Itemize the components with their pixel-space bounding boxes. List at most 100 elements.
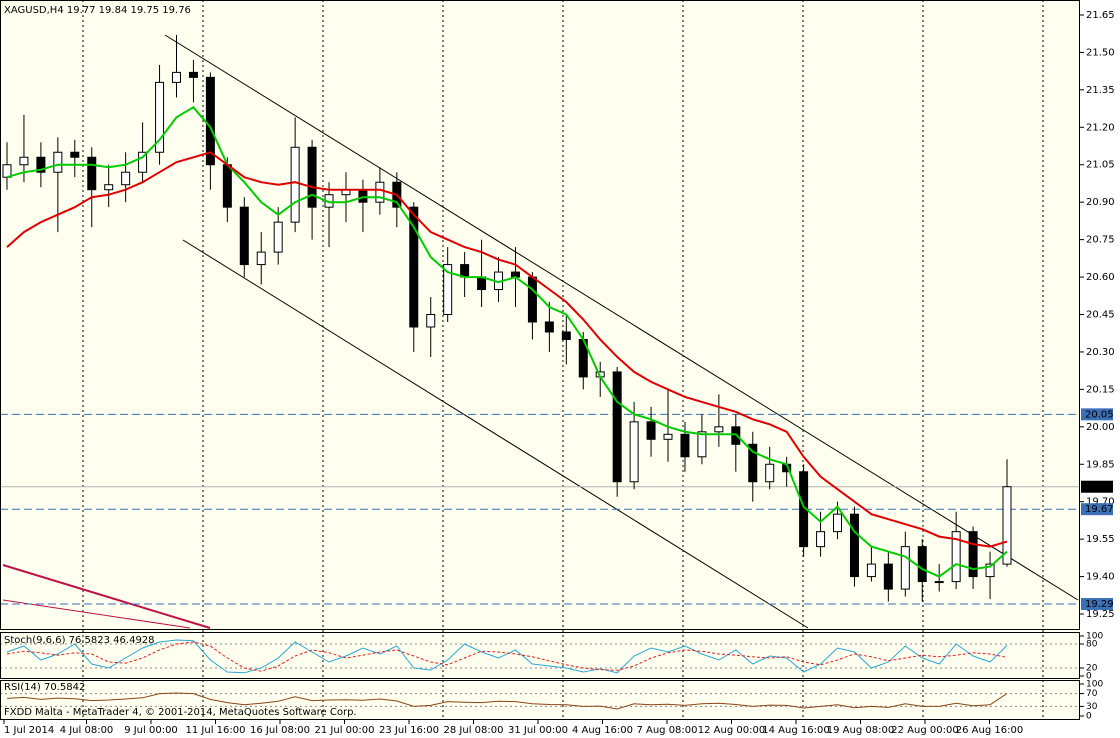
candle-body xyxy=(70,151,80,158)
candle-body xyxy=(138,151,148,173)
x-tick-label: 21 Jul 00:00 xyxy=(315,725,375,736)
candle-body xyxy=(561,331,571,340)
candle-body xyxy=(104,184,114,191)
rsi-label: RSI(14) 70.5842 xyxy=(4,682,85,693)
indicator-line xyxy=(6,641,1008,672)
x-tick-label: 11 Jul 16:00 xyxy=(186,725,246,736)
y-tick-label: 100 xyxy=(1086,632,1103,642)
y-tick-label: 20.60 xyxy=(1086,272,1115,283)
candle-body xyxy=(358,189,368,203)
candle-body xyxy=(714,426,724,433)
candle-body xyxy=(53,151,63,173)
rsi-panel-border xyxy=(0,680,1080,720)
candle-body xyxy=(87,156,97,191)
candle-body xyxy=(934,581,944,584)
bid-label-box xyxy=(1081,480,1113,493)
candle-body xyxy=(19,156,29,166)
candle-body xyxy=(985,563,995,578)
old-channel-upper xyxy=(2,564,211,629)
y-tick-label: 100 xyxy=(1086,680,1103,690)
candle-body xyxy=(748,443,758,483)
candle-body xyxy=(426,314,436,328)
stoch-label: Stoch(9,6,6) 76.5823 46.4928 xyxy=(4,635,155,646)
candle-body xyxy=(443,264,453,316)
y-tick-label: 80 xyxy=(1086,640,1098,650)
x-tick-label: 4 Jul 08:00 xyxy=(60,725,114,736)
channel-lower xyxy=(182,239,809,629)
y-tick-label: 19.40 xyxy=(1086,572,1115,583)
indicator-line xyxy=(6,639,1008,674)
candle-body xyxy=(2,164,12,178)
candle-body xyxy=(883,563,893,590)
y-tick-label: 19.55 xyxy=(1086,534,1115,545)
y-tick-label: 21.65 xyxy=(1086,10,1115,21)
y-tick-label: 21.05 xyxy=(1086,160,1115,171)
moving-average xyxy=(6,106,1008,578)
indicator-line xyxy=(6,692,1008,710)
chart-title: XAGUSD,H4 19.77 19.84 19.75 19.76 xyxy=(4,5,191,16)
y-tick-label: 20.30 xyxy=(1086,347,1115,358)
candle-body xyxy=(273,221,283,253)
panel-borders xyxy=(0,0,1080,720)
x-tick-label: 9 Jul 00:00 xyxy=(124,725,178,736)
x-tick-label: 22 Aug 00:00 xyxy=(891,725,958,736)
level-label: 19.29 xyxy=(1085,599,1114,610)
x-tick-label: 16 Jul 08:00 xyxy=(250,725,310,736)
candle-body xyxy=(290,146,300,223)
candle-body xyxy=(171,71,181,83)
candle-body xyxy=(544,321,554,333)
candle-body xyxy=(765,463,775,483)
candle-body xyxy=(663,433,673,440)
y-tick-label: 21.35 xyxy=(1086,85,1115,96)
x-tick-label: 7 Aug 08:00 xyxy=(636,725,697,736)
level-label-box xyxy=(1081,503,1113,516)
y-tick-label: 21.50 xyxy=(1086,47,1115,58)
data-layer xyxy=(0,34,1080,710)
candle-body xyxy=(866,563,876,578)
candle-body xyxy=(917,546,927,583)
time-grid xyxy=(82,0,1044,720)
y-tick-label: 70 xyxy=(1086,689,1098,699)
y-tick-label: 0 xyxy=(1086,712,1092,722)
candle-body xyxy=(646,421,656,440)
candle-body xyxy=(36,156,46,173)
candle-body xyxy=(239,206,249,266)
x-tick-label: 4 Aug 16:00 xyxy=(572,725,633,736)
x-tick-label: 19 Aug 08:00 xyxy=(827,725,894,736)
y-tick-label: 19.25 xyxy=(1086,609,1115,620)
candle-body xyxy=(222,164,232,208)
candle-body xyxy=(968,531,978,578)
bid-label: 19.76 xyxy=(1085,482,1114,493)
candle-body xyxy=(307,146,317,208)
candle-body xyxy=(375,181,385,203)
candle-body xyxy=(697,431,707,458)
channel-upper xyxy=(164,34,1079,601)
x-tick-label: 26 Aug 16:00 xyxy=(956,725,1023,736)
candle-body xyxy=(121,171,131,186)
y-tick-label: 20 xyxy=(1086,664,1098,674)
candle-body xyxy=(816,531,826,548)
y-tick-label: 21.20 xyxy=(1086,122,1115,133)
x-tick-label: 1 Jul 2014 xyxy=(4,725,54,736)
candle-body xyxy=(188,71,198,78)
candle-body xyxy=(900,546,910,590)
candle-body xyxy=(849,513,859,578)
moving-average xyxy=(6,151,1008,548)
old-channel-lower xyxy=(2,599,191,629)
x-tick-label: 14 Aug 16:00 xyxy=(762,725,829,736)
x-tick-label: 31 Jul 00:00 xyxy=(508,725,568,736)
candle-body xyxy=(680,433,690,458)
level-label: 20.05 xyxy=(1085,409,1114,420)
candle-body xyxy=(155,81,165,153)
level-label-box xyxy=(1081,408,1113,421)
level-label: 19.67 xyxy=(1085,504,1114,515)
candle-body xyxy=(612,371,622,483)
candle-body xyxy=(256,251,266,266)
stoch-panel-border xyxy=(0,632,1080,679)
candle-body xyxy=(460,264,470,278)
y-tick-label: 20.45 xyxy=(1086,310,1115,321)
y-tick-label: 20.75 xyxy=(1086,235,1115,246)
trend-lines xyxy=(2,34,1079,629)
